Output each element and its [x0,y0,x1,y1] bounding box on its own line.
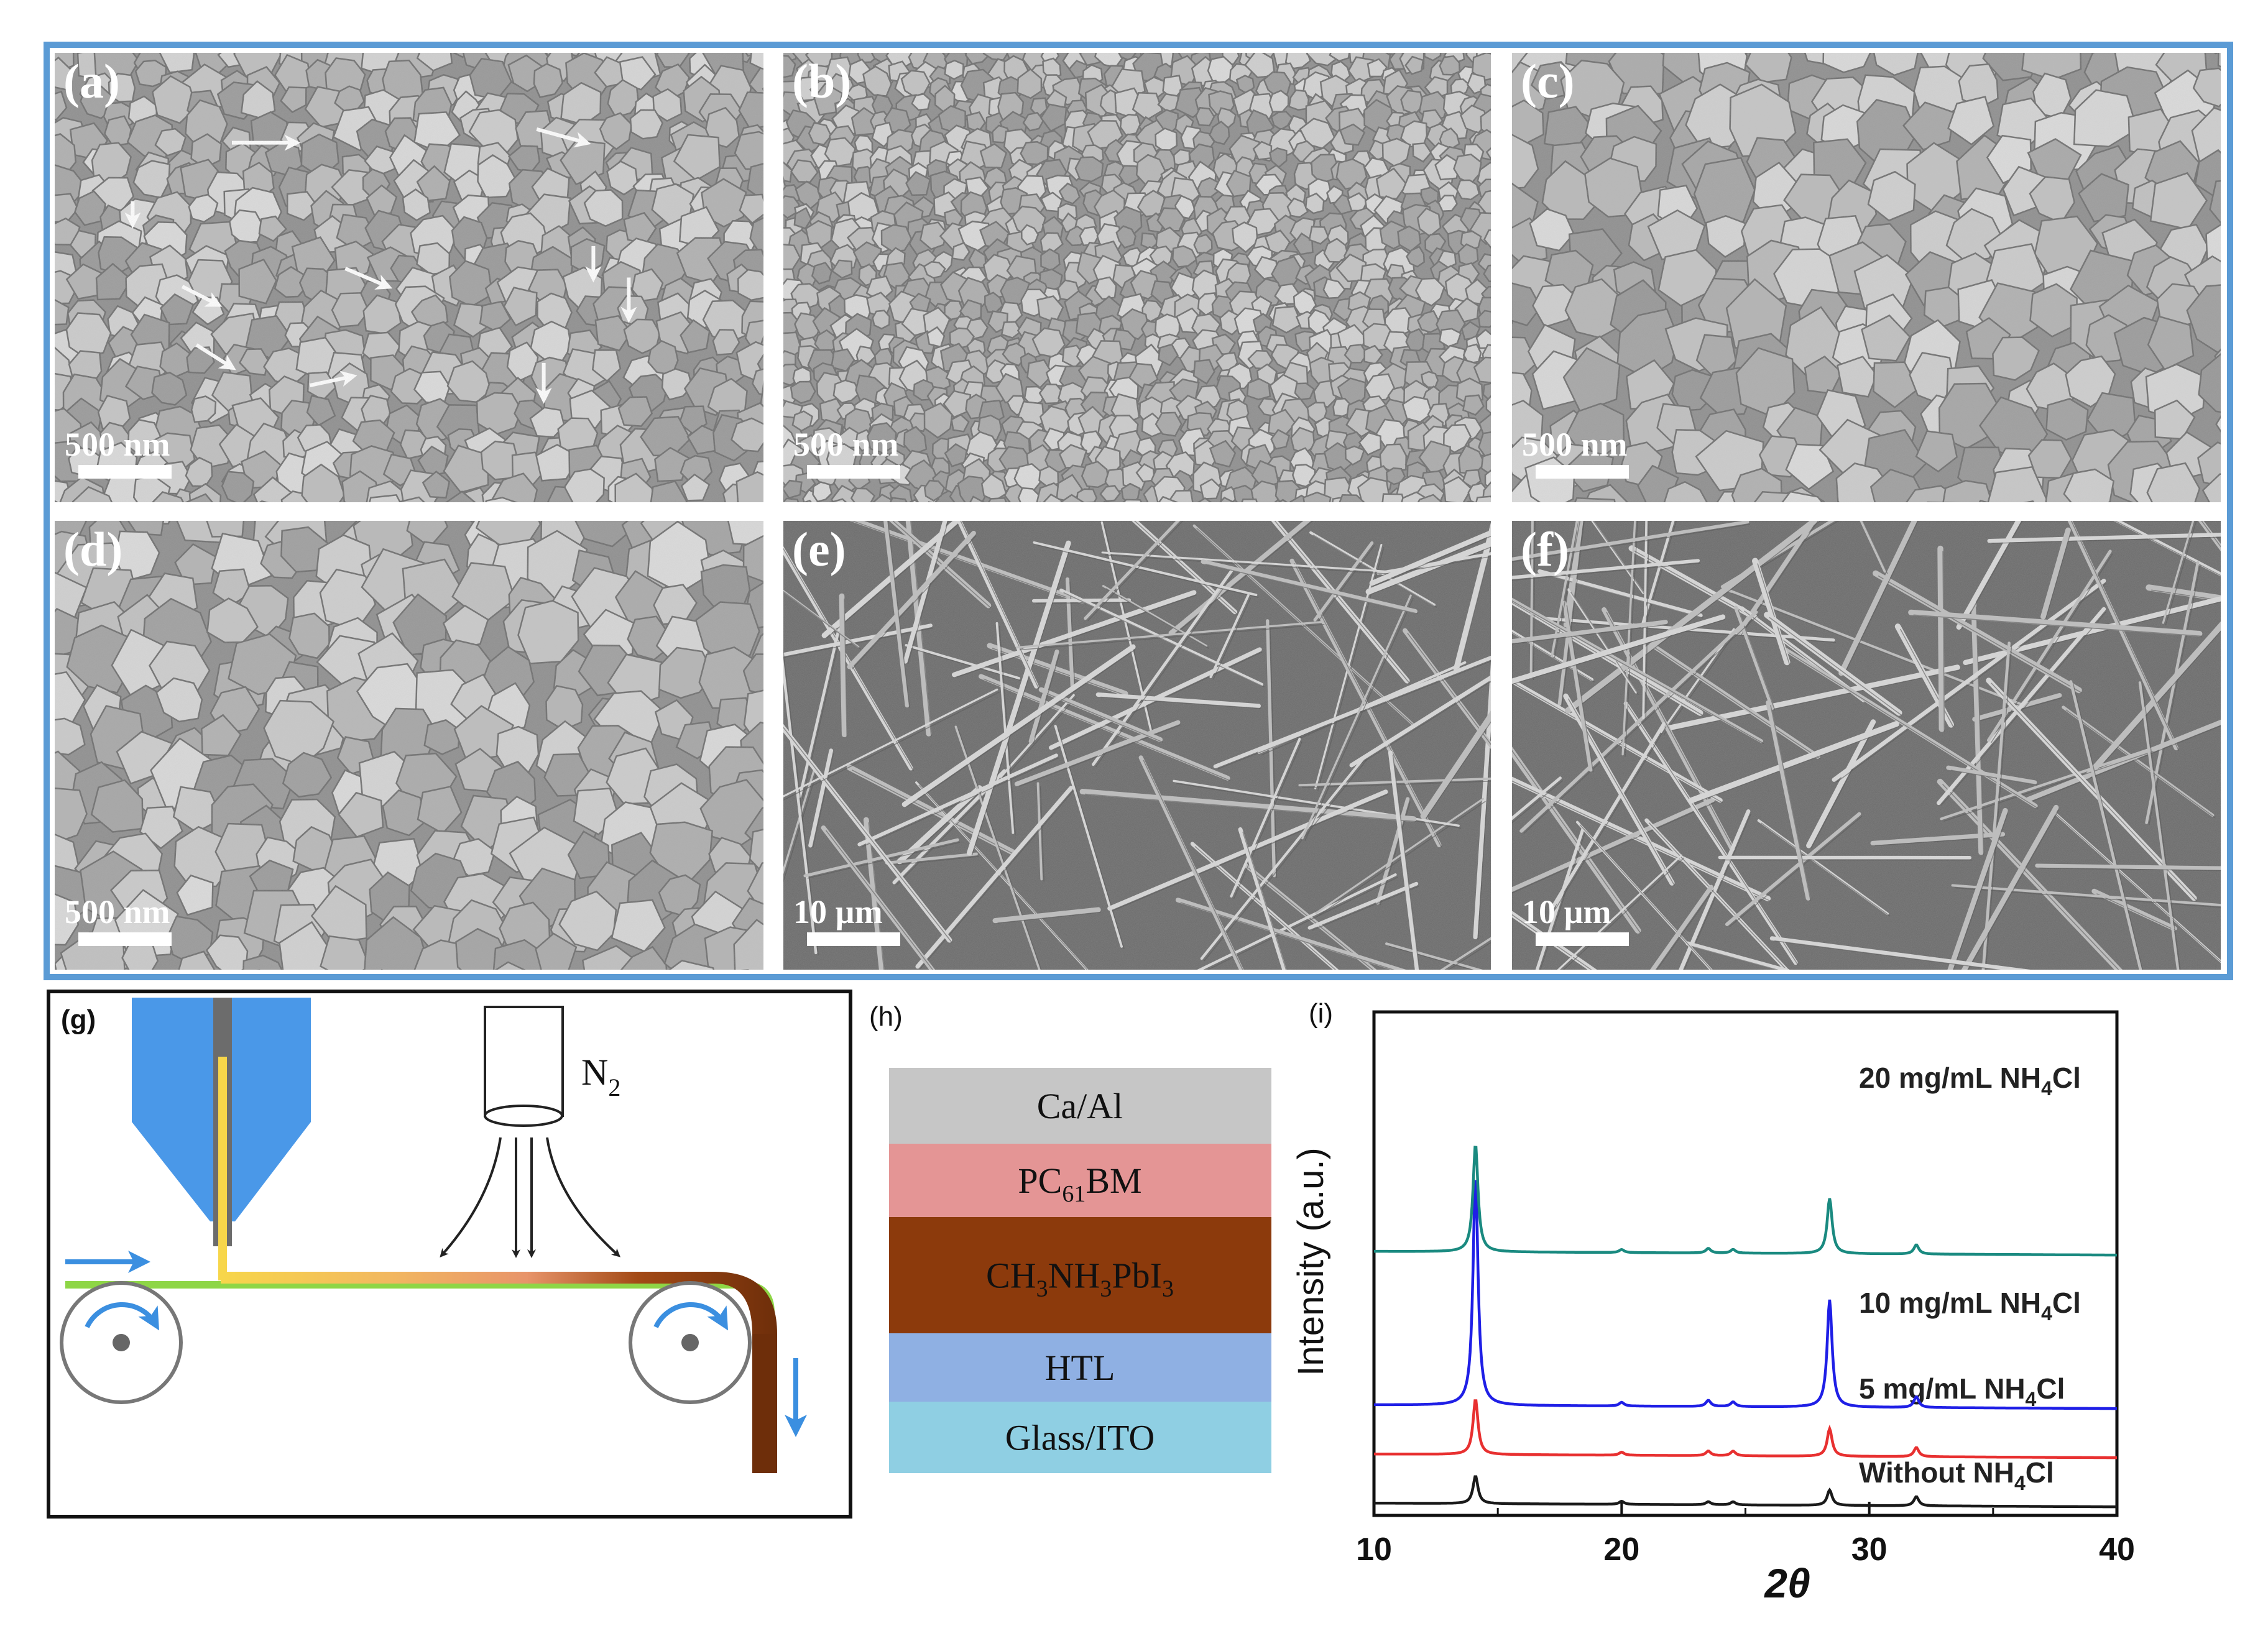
scale-bar-label: 500 nm [1522,426,1628,463]
sem-panel-label: (d) [63,522,122,576]
sem-panel-e: (e) 10 µm [783,521,1491,970]
scale-bar-label: 10 µm [793,893,883,931]
gas-flow-arrows [440,1137,620,1258]
device-layer [889,1333,1271,1402]
xrd-series-label: 20 mg/mL NH4Cl [1859,1062,2081,1100]
film-exit-segment [752,1334,777,1473]
x-tick-label: 40 [2099,1532,2135,1568]
sem-micrograph [55,53,763,502]
device-layer [889,1217,1271,1333]
panel-g-roll-to-roll-schematic: (g) N2 [47,990,852,1519]
xrd-series-line [1374,1146,2118,1257]
x-tick-label: 30 [1851,1532,1888,1568]
xrd-series-label: 10 mg/mL NH4Cl [1859,1287,2081,1325]
device-layer-label: HTL [1045,1348,1115,1388]
y-axis-label: Intensity (a.u.) [1291,1147,1331,1376]
sem-micrograph [783,53,1491,502]
scale-bar [1536,465,1629,479]
scale-bar-label: 500 nm [793,426,899,463]
xrd-series-line [1374,1399,2117,1459]
xrd-series-label: 5 mg/mL NH4Cl [1859,1372,2065,1410]
device-layer-label: Glass/ITO [1005,1418,1155,1458]
sem-panel-b: (b) 500 nm [783,53,1491,502]
device-layer [889,1402,1271,1473]
n2-gas-nozzle [484,1006,564,1127]
panel-i-xrd-chart: (i) 10 20 30 40 Without NH4Cl 5 mg/mL NH4Cl 1… [1291,998,2135,1606]
perovskite-film [221,1262,777,1473]
scale-bar [78,932,172,946]
scale-bar-label: 10 µm [1522,893,1611,931]
scale-bar [807,932,900,946]
sem-panel-label: (f) [1521,522,1569,576]
sem-micrograph [1512,521,2221,970]
sem-panel-d: (d) 500 nm [55,521,763,970]
right-roller [629,1281,752,1404]
sem-micrograph [55,521,763,970]
sem-panel-label: (b) [792,54,851,108]
sem-panel-f: (f) 10 µm [1512,521,2221,970]
device-layer-label: Ca/Al [1037,1086,1123,1126]
sem-panel-label: (a) [63,54,120,108]
ink-feed [218,1057,227,1280]
chart-panel-label: (i) [1309,998,1333,1029]
scale-bar [807,465,900,479]
panel-h-label: (h) [869,1001,903,1032]
x-tick-label: 20 [1603,1532,1639,1568]
sem-panel-label: (e) [792,522,846,576]
left-roller [60,1281,183,1404]
scale-bar [1536,932,1629,946]
device-layer-label: PC61BM [1018,1160,1141,1207]
device-layer [889,1068,1271,1144]
panel-g-label: (g) [61,1004,96,1035]
x-axis-label: 2θ [1763,1560,1810,1606]
xrd-series-label: Without NH4Cl [1859,1456,2054,1494]
sem-panel-label: (c) [1521,54,1575,108]
sem-micrograph [783,521,1491,970]
sem-panel-c: (c) 500 nm [1512,53,2221,502]
xrd-series-line [1374,1180,2117,1410]
scale-bar [78,465,172,479]
sem-panel-a: (a) 500 nm [55,53,763,502]
device-layer [889,1144,1271,1217]
scale-bar-label: 500 nm [65,426,170,463]
scale-bar-label: 500 nm [65,893,170,931]
xrd-series-line [1374,1475,2117,1509]
sem-micrograph [1512,53,2221,502]
panel-h-device-stack: (h) Ca/Al PC61BM CH3NH3PbI3 HTL Glass/ITO [869,1001,1271,1473]
device-layer-label: CH3NH3PbI3 [986,1256,1174,1302]
gas-label: N2 [581,1052,620,1101]
x-tick-label: 10 [1356,1532,1392,1568]
sem-image-grid: (a) 500 nm (b) 500 nm (c) 500 nm (d) 500 nm (e) 1… [44,42,2233,980]
